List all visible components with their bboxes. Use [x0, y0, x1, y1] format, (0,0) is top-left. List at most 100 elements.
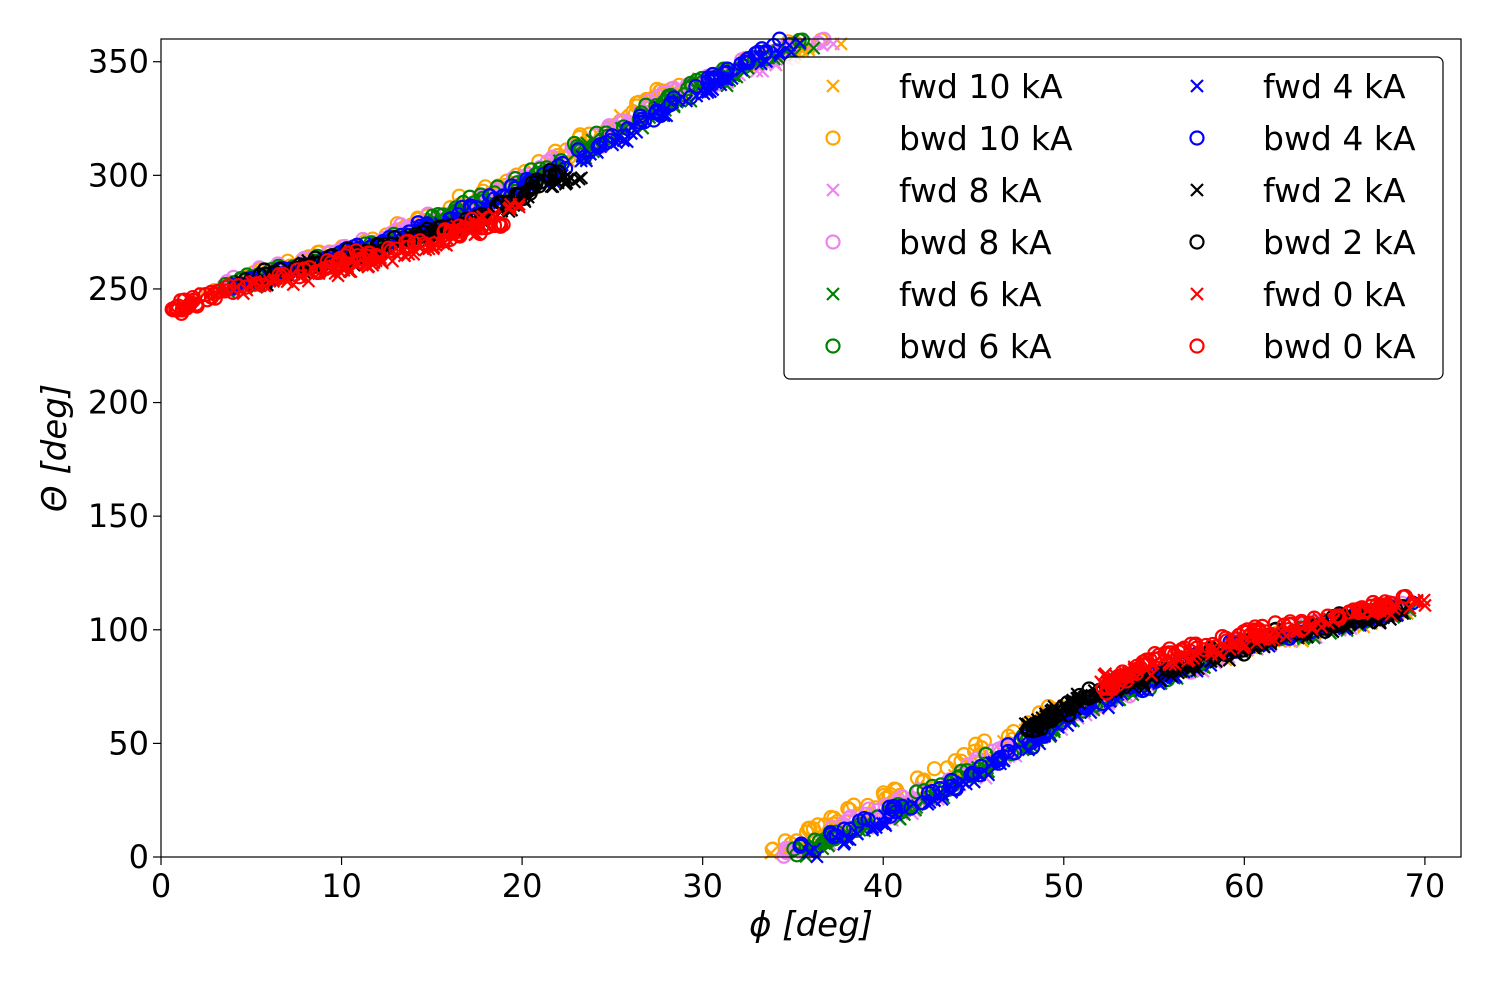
data-point — [590, 139, 606, 155]
legend-label: fwd 4 kA — [1263, 67, 1406, 106]
data-point — [828, 828, 844, 844]
data-point — [570, 142, 586, 158]
data-point — [972, 767, 988, 783]
data-point — [647, 105, 664, 121]
legend-entry: fwd 2 kA — [1190, 171, 1406, 210]
data-point — [492, 217, 509, 233]
data-point — [254, 277, 270, 293]
data-point — [680, 80, 696, 97]
data-point — [758, 43, 774, 60]
data-point — [416, 236, 433, 252]
data-point — [289, 262, 306, 278]
legend-entry: bwd 0 kA — [1189, 327, 1416, 366]
legend-marker — [1190, 183, 1204, 197]
data-point — [525, 179, 541, 195]
legend-label: bwd 2 kA — [1263, 223, 1416, 262]
data-point — [663, 95, 679, 111]
data-point — [361, 248, 378, 264]
legend: fwd 10 kA bwd 10 kA fwd 8 kA bwd 8 kA fwd 6 … — [783, 56, 1444, 380]
data-point — [841, 821, 858, 837]
legend-marker — [1189, 130, 1205, 146]
legend-marker — [1189, 234, 1205, 250]
legend-entry: bwd 10 kA — [825, 119, 1073, 158]
data-point — [564, 171, 578, 185]
data-point — [480, 210, 496, 226]
data-point — [682, 89, 699, 105]
data-point — [1276, 617, 1292, 633]
data-point — [442, 231, 458, 248]
data-point — [1095, 680, 1111, 696]
data-point — [478, 220, 494, 236]
scatter-points — [164, 31, 1432, 864]
data-point — [398, 239, 414, 255]
data-point — [903, 800, 919, 816]
data-point — [1029, 717, 1046, 733]
data-point — [1418, 598, 1432, 613]
y-axis-label: Θ [deg] — [35, 384, 75, 512]
data-point — [750, 44, 766, 60]
data-point — [464, 211, 480, 227]
data-point — [1228, 634, 1244, 650]
legend-entry: fwd 10 kA — [826, 67, 1063, 106]
legend-marker — [1190, 79, 1204, 93]
legend-entry: bwd 8 kA — [825, 223, 1052, 262]
data-point — [991, 755, 1007, 771]
data-point — [237, 279, 254, 295]
data-point — [443, 225, 460, 241]
data-point — [1188, 636, 1204, 652]
data-point — [168, 299, 184, 315]
y-tick-label: 300 — [88, 156, 149, 194]
data-point — [851, 813, 868, 829]
data-point — [1025, 739, 1041, 755]
x-tick-label: 30 — [682, 867, 723, 905]
data-point — [1084, 689, 1100, 705]
data-point — [1119, 666, 1135, 683]
data-point — [792, 838, 808, 854]
y-axis: 0 50 100 150 200 250 300 350 — [88, 43, 161, 876]
data-point — [963, 766, 979, 783]
legend-label: bwd 10 kA — [899, 119, 1073, 158]
data-point — [1059, 695, 1076, 711]
data-point — [503, 201, 517, 215]
data-point — [1295, 615, 1311, 631]
data-point — [850, 827, 865, 841]
legend-entry: bwd 4 kA — [1189, 119, 1416, 158]
data-point — [878, 816, 892, 831]
legend-label: bwd 4 kA — [1263, 119, 1416, 158]
data-point — [174, 302, 191, 318]
legend-marker — [826, 183, 840, 197]
legend-label: fwd 6 kA — [899, 275, 1042, 314]
data-point — [811, 833, 827, 849]
legend-box — [783, 56, 1444, 380]
data-point — [1367, 602, 1383, 618]
data-point — [350, 248, 366, 264]
legend-label: bwd 8 kA — [899, 223, 1052, 262]
data-point — [1171, 644, 1187, 660]
data-point — [426, 236, 442, 252]
legend-entry: fwd 8 kA — [826, 171, 1042, 210]
legend-marker — [825, 338, 841, 354]
legend-label: fwd 10 kA — [899, 67, 1063, 106]
legend-entry: bwd 2 kA — [1189, 223, 1416, 262]
data-point — [1183, 636, 1199, 652]
data-point — [636, 114, 652, 130]
x-tick-label: 20 — [502, 867, 543, 905]
data-point — [248, 276, 264, 292]
data-point — [1057, 702, 1073, 718]
y-tick-label: 200 — [88, 384, 149, 422]
legend-marker — [826, 287, 840, 301]
data-point — [926, 761, 943, 777]
data-point — [1410, 594, 1424, 609]
data-point — [331, 252, 347, 269]
data-point — [1000, 737, 1016, 753]
data-point — [203, 284, 219, 300]
x-axis-label: ϕ [deg] — [749, 905, 873, 945]
data-point — [875, 816, 890, 831]
data-point — [1043, 708, 1060, 724]
legend-label: fwd 0 kA — [1263, 275, 1406, 314]
data-point — [435, 233, 451, 249]
legend-label: bwd 6 kA — [899, 327, 1052, 366]
x-tick-label: 50 — [1043, 867, 1084, 905]
y-tick-label: 50 — [108, 724, 149, 762]
